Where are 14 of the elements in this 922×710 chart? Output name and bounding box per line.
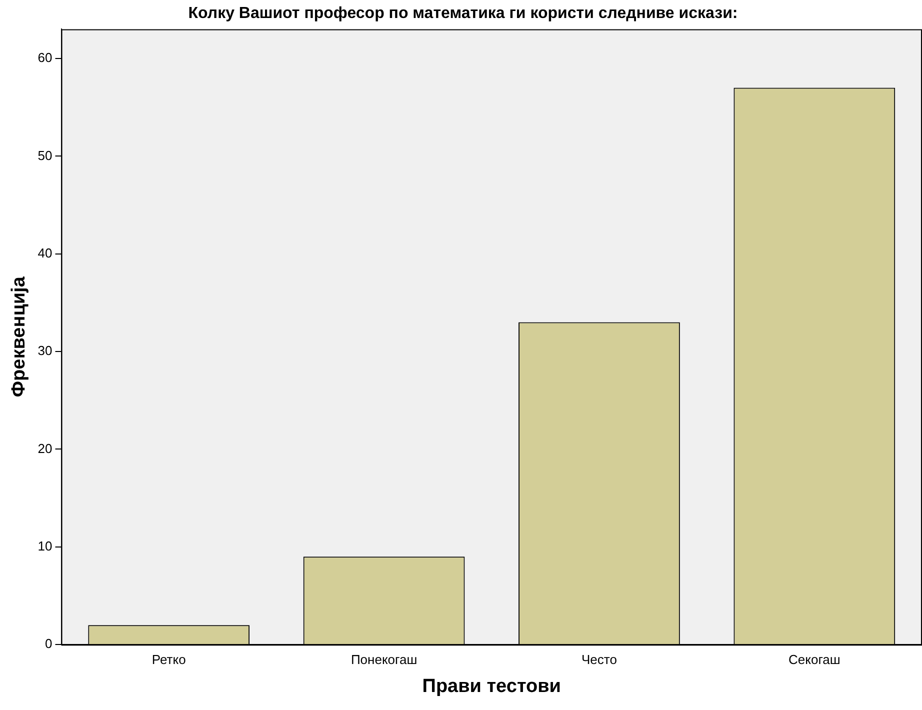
chart-title: Колку Вашиот професор по математика ги користи следниве искази: bbox=[188, 5, 738, 22]
y-tick-label: 30 bbox=[38, 343, 52, 358]
x-tick-label: Често bbox=[582, 652, 617, 667]
y-axis-title: Фреквенција bbox=[8, 276, 30, 398]
x-tick-label: Ретко bbox=[152, 652, 186, 667]
x-tick-label: Понекогаш bbox=[350, 652, 418, 667]
x-axis-title: Прави тестови bbox=[422, 676, 561, 697]
y-tick-label: 40 bbox=[38, 245, 52, 260]
y-tick-label: 20 bbox=[38, 440, 52, 456]
y-tick-label: 50 bbox=[38, 148, 52, 163]
x-tick-label: Секогаш bbox=[788, 652, 840, 667]
y-tick-label: 0 bbox=[45, 636, 52, 652]
y-tick-label: 60 bbox=[38, 50, 52, 66]
y-tick-label: 10 bbox=[38, 538, 52, 554]
